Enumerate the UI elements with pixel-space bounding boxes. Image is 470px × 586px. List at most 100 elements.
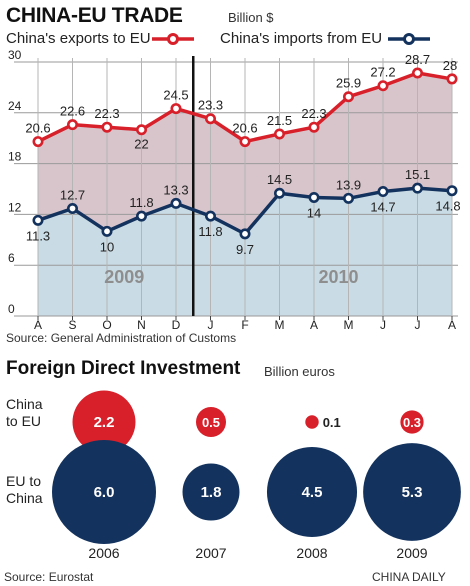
exports-data-label: 28 (443, 58, 457, 73)
imports-data-label: 14.7 (370, 200, 395, 215)
y-tick-label: 6 (8, 251, 15, 265)
credit: CHINA DAILY (372, 570, 446, 584)
imports-data-label: 13.3 (163, 182, 188, 197)
fdi-value-label: 1.8 (201, 484, 222, 501)
exports-point (446, 73, 458, 85)
exports-point (101, 121, 113, 133)
imports-data-label: 14 (307, 205, 321, 220)
trade-line-chart: 0 6 12 18 24 30 A S O N D J F M A M J J A 2009 2010 20.6 22.6 2… (8, 48, 461, 332)
year-label-2010: 2010 (318, 267, 358, 287)
exports-point (411, 67, 423, 79)
exports-data-label: 20.6 (232, 121, 257, 136)
legend-imports-swatch (388, 33, 430, 45)
fdi-bubble (400, 410, 424, 434)
fdi-value-label: 4.5 (302, 484, 323, 501)
exports-data-label: 28.7 (405, 52, 430, 67)
fdi-source: Source: Eurostat (4, 570, 94, 584)
fdi-row-label: China (6, 490, 43, 506)
exports-point (308, 121, 320, 133)
exports-point (239, 136, 251, 148)
fdi-value-label: 0.1 (323, 415, 341, 430)
imports-data-label: 13.9 (336, 177, 361, 192)
fdi-bubble (52, 440, 156, 544)
exports-point (32, 136, 44, 148)
exports-point (273, 128, 285, 140)
exports-data-label: 22.6 (60, 104, 85, 119)
trade-source: Source: General Administration of Custom… (6, 331, 237, 345)
fdi-bubble (72, 390, 136, 454)
x-tick-label: J (208, 318, 214, 332)
x-tick-label: J (380, 318, 386, 332)
fdi-row-label: EU to (6, 473, 41, 489)
x-tick-label: S (68, 318, 76, 332)
imports-point (32, 214, 44, 226)
y-tick-label: 24 (8, 99, 22, 113)
x-tick-label: M (344, 318, 354, 332)
year-label-2009: 2009 (104, 267, 144, 287)
fdi-value-label: 0.3 (403, 415, 421, 430)
imports-point (273, 187, 285, 199)
exports-point (67, 119, 79, 131)
fdi-bubble (266, 446, 358, 538)
x-tick-label: F (241, 318, 248, 332)
fdi-row-label: to EU (6, 413, 41, 429)
fdi-value-label: 0.5 (202, 415, 220, 430)
fdi-bubble (195, 406, 227, 438)
exports-point (342, 91, 354, 103)
imports-point (67, 202, 79, 214)
exports-data-label: 24.5 (163, 88, 188, 103)
fdi-bubble (363, 443, 461, 541)
fdi-title: Foreign Direct Investment (6, 358, 241, 379)
fdi-value-label: 5.3 (402, 484, 423, 501)
legend-exports-swatch (152, 33, 194, 45)
fdi-value-label: 2.2 (94, 414, 115, 431)
x-tick-label: O (102, 318, 111, 332)
fdi-year-label: 2009 (396, 545, 427, 561)
exports-point (170, 103, 182, 115)
imports-point (101, 225, 113, 237)
imports-data-label: 11.3 (26, 228, 50, 243)
exports-data-label: 20.6 (25, 121, 50, 136)
imports-data-label: 14.8 (435, 199, 460, 214)
imports-data-label: 12.7 (60, 187, 85, 202)
exports-data-label: 23.3 (198, 98, 223, 113)
exports-point (205, 113, 217, 125)
imports-point (411, 182, 423, 194)
imports-data-label: 9.7 (236, 242, 254, 257)
fdi-year-label: 2008 (296, 545, 327, 561)
imports-data-label: 11.8 (198, 224, 222, 239)
exports-data-label: 22.3 (94, 106, 119, 121)
y-tick-label: 12 (8, 200, 22, 214)
x-tick-label: J (415, 318, 421, 332)
imports-point (136, 210, 148, 222)
imports-point (239, 228, 251, 240)
y-tick-label: 30 (8, 48, 22, 62)
imports-data-label: 15.1 (405, 167, 430, 182)
exports-data-label: 22 (134, 137, 148, 152)
legend-imports-label: China's imports from EU (220, 30, 383, 47)
imports-data-label: 10 (100, 239, 114, 254)
y-tick-label: 0 (8, 302, 15, 316)
y-tick-label: 18 (8, 150, 22, 164)
exports-point (377, 80, 389, 92)
x-tick-label: A (310, 318, 318, 332)
fdi-bubble (305, 415, 319, 429)
imports-point (377, 186, 389, 198)
x-tick-label: D (172, 318, 181, 332)
legend-exports-label: China's exports to EU (6, 30, 151, 47)
x-tick-label: A (448, 318, 456, 332)
x-tick-label: N (137, 318, 146, 332)
imports-point (205, 210, 217, 222)
exports-data-label: 22.3 (301, 106, 326, 121)
exports-data-label: 27.2 (370, 65, 395, 80)
exports-data-label: 25.9 (336, 76, 361, 91)
fdi-value-label: 6.0 (94, 484, 115, 501)
fdi-bubble (182, 463, 240, 521)
trade-unit: Billion $ (228, 10, 274, 25)
imports-point (170, 197, 182, 209)
imports-data-label: 11.8 (129, 195, 153, 210)
fdi-year-label: 2007 (195, 545, 226, 561)
fdi-year-label: 2006 (88, 545, 119, 561)
